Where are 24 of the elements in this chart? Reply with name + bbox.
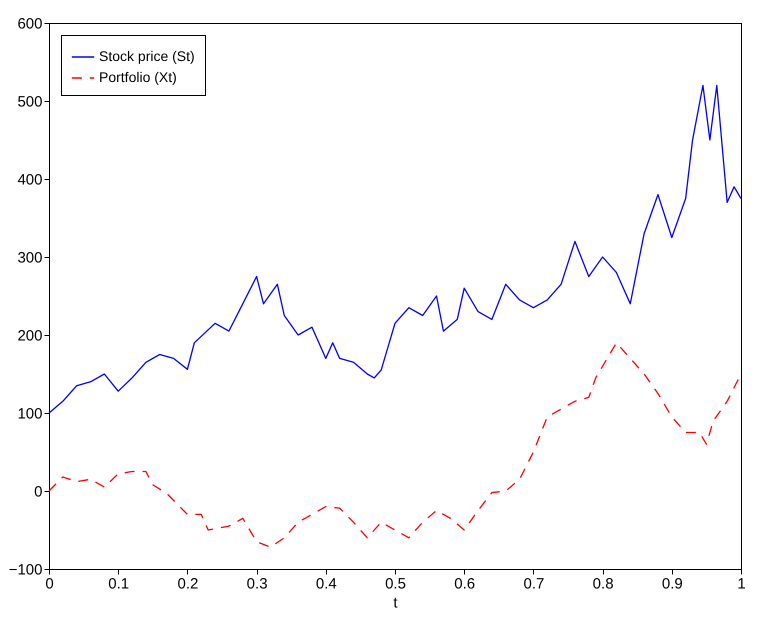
x-tick-label: 0.9 (662, 576, 683, 592)
y-tick-label: 500 (17, 94, 42, 110)
x-tick-label: 0.8 (592, 576, 614, 592)
legend-label: Portfolio (Xt) (99, 69, 177, 85)
y-tick-label: 100 (17, 406, 42, 422)
x-tick-label: 0.6 (454, 576, 476, 592)
y-tick-label: −100 (8, 562, 42, 578)
x-tick-label: 0.7 (523, 576, 544, 592)
y-tick-label: 0 (34, 484, 42, 500)
x-tick-label: 0.4 (316, 576, 337, 592)
y-tick-label: 300 (17, 250, 42, 266)
line-series (48, 342, 742, 548)
x-axis-title: t (393, 594, 398, 612)
x-tick-label: 0.3 (246, 576, 268, 592)
x-tick-label: 0.2 (177, 576, 198, 592)
x-tick-label: 1 (737, 576, 746, 592)
y-tick-label: 200 (17, 328, 42, 344)
line-series (48, 84, 742, 414)
x-tick-label: 0.1 (108, 576, 130, 592)
x-tick-label: 0 (45, 576, 54, 592)
y-tick-label: 400 (17, 172, 42, 188)
x-tick-label: 0.5 (385, 576, 406, 592)
y-tick-label: 600 (17, 16, 42, 32)
legend-label: Stock price (St) (99, 48, 195, 64)
